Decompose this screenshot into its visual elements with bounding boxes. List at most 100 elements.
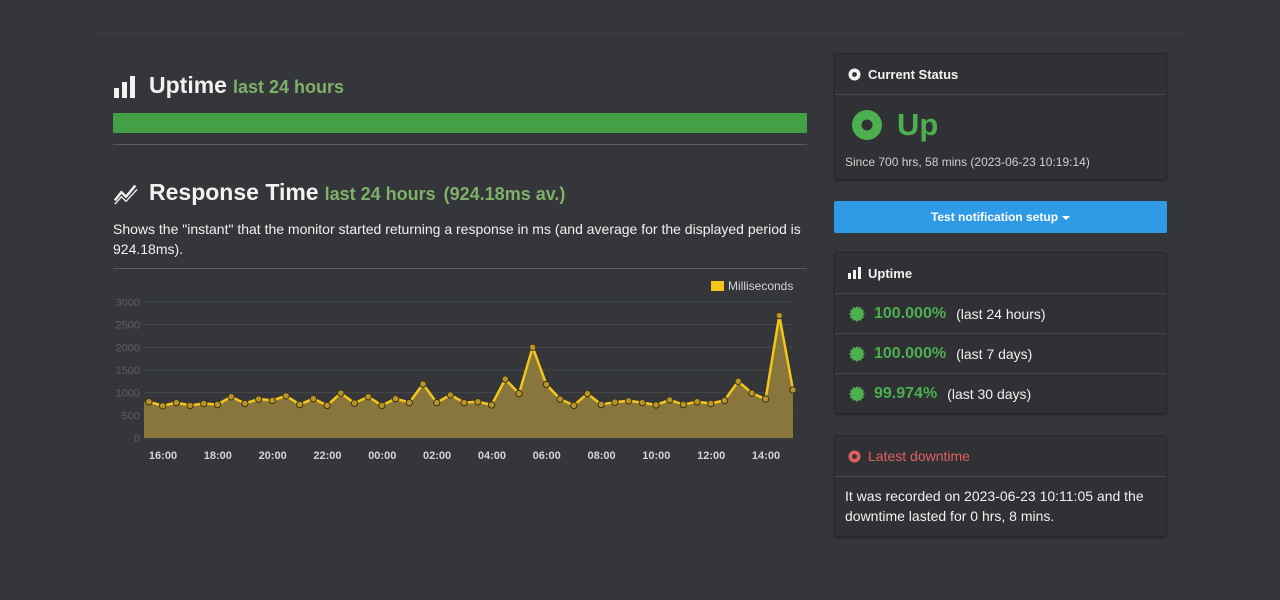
- x-tick-label: 10:00: [642, 450, 670, 462]
- data-point[interactable]: [159, 402, 167, 410]
- data-point[interactable]: [693, 398, 701, 406]
- uptime-bar: [113, 113, 807, 133]
- data-point[interactable]: [364, 393, 372, 401]
- data-point[interactable]: [775, 311, 783, 320]
- x-tick-label: 16:00: [149, 450, 177, 462]
- uptime-panel: Uptime 100.000% (last 24 hours) 100.000%…: [834, 252, 1167, 414]
- divider: [113, 268, 807, 269]
- response-time-subtitle: last 24 hours: [324, 183, 436, 204]
- uptime-pct: 99.974%: [874, 384, 938, 402]
- data-point[interactable]: [734, 377, 742, 386]
- response-time-description: Shows the "instant" that the monitor sta…: [113, 221, 801, 257]
- status-up-icon: [851, 109, 883, 141]
- x-tick-label: 12:00: [697, 450, 725, 462]
- y-tick-label: 2000: [116, 342, 140, 354]
- data-point[interactable]: [583, 389, 592, 398]
- data-point[interactable]: [254, 395, 263, 403]
- test-notification-button[interactable]: Test notification setup: [834, 201, 1167, 233]
- x-tick-label: 20:00: [259, 450, 287, 462]
- data-point[interactable]: [624, 397, 633, 405]
- data-point[interactable]: [268, 396, 277, 405]
- uptime-period: (last 30 days): [947, 385, 1032, 402]
- data-point[interactable]: [446, 391, 455, 399]
- x-tick-label: 08:00: [587, 450, 615, 462]
- data-point[interactable]: [501, 375, 509, 383]
- y-tick-label: 0: [134, 433, 140, 445]
- latest-downtime-heading: Latest downtime: [868, 448, 970, 464]
- badge-check-icon: [849, 385, 865, 402]
- data-point[interactable]: [419, 380, 427, 388]
- response-time-heading: Response Time last 24 hours (924.18ms av…: [113, 177, 807, 207]
- response-time-average: (924.18ms av.): [443, 183, 566, 204]
- data-point[interactable]: [707, 399, 715, 408]
- chart-legend[interactable]: Milliseconds: [711, 279, 793, 293]
- data-point[interactable]: [611, 398, 619, 406]
- caret-down-icon: [1062, 216, 1071, 220]
- data-point[interactable]: [666, 396, 674, 404]
- circle-dot-icon: [847, 67, 861, 81]
- uptime-pct: 100.000%: [874, 344, 947, 362]
- data-point[interactable]: [172, 398, 181, 407]
- y-tick-label: 2500: [116, 320, 140, 332]
- data-point[interactable]: [433, 398, 441, 407]
- response-time-title: Response Time: [149, 178, 319, 205]
- data-point[interactable]: [282, 392, 290, 400]
- data-point[interactable]: [748, 389, 756, 397]
- data-point[interactable]: [227, 393, 235, 401]
- x-tick-label: 02:00: [423, 450, 451, 462]
- data-point[interactable]: [652, 401, 660, 409]
- x-tick-label: 00:00: [368, 450, 396, 462]
- uptime-period: (last 24 hours): [956, 305, 1046, 322]
- uptime-panel-header: Uptime: [835, 253, 1166, 294]
- data-point[interactable]: [487, 401, 496, 409]
- data-point[interactable]: [337, 389, 345, 397]
- chart-area-fill: [144, 315, 793, 438]
- uptime-panel-heading: Uptime: [868, 265, 913, 281]
- data-point[interactable]: [350, 399, 359, 407]
- bar-chart-icon: [113, 72, 139, 98]
- current-status-panel: Current Status Up Since 700 hrs, 58 mins…: [834, 53, 1167, 180]
- legend-swatch: [711, 281, 724, 291]
- data-point[interactable]: [515, 389, 523, 398]
- data-point[interactable]: [323, 401, 331, 410]
- data-point[interactable]: [378, 401, 386, 410]
- bar-chart-icon: [847, 266, 861, 280]
- chart-svg: 0 500 1000 1500 2000 2500 3000 16:00 18:00 20:00…: [116, 279, 797, 462]
- data-point[interactable]: [213, 400, 222, 409]
- data-point[interactable]: [720, 396, 729, 405]
- data-point[interactable]: [638, 398, 646, 407]
- data-point[interactable]: [186, 401, 194, 410]
- uptime-pct: 100.000%: [874, 304, 947, 322]
- legend-label: Milliseconds: [728, 279, 793, 293]
- x-tick-label: 18:00: [204, 450, 232, 462]
- data-point[interactable]: [542, 380, 551, 389]
- uptime-row-7d: 100.000% (last 7 days): [835, 334, 1166, 374]
- data-point[interactable]: [529, 343, 537, 352]
- data-point[interactable]: [309, 394, 318, 403]
- data-point[interactable]: [405, 398, 413, 407]
- response-time-chart: 0 500 1000 1500 2000 2500 3000 16:00 18:00 20:00…: [113, 276, 807, 466]
- x-tick-label: 14:00: [752, 450, 780, 462]
- data-point[interactable]: [391, 394, 400, 403]
- data-point[interactable]: [296, 400, 304, 409]
- data-point[interactable]: [474, 398, 482, 406]
- y-tick-label: 500: [122, 410, 140, 422]
- status-text: Up: [897, 107, 939, 142]
- latest-downtime-text: It was recorded on 2023-06-23 10:11:05 a…: [845, 488, 1144, 524]
- badge-check-icon: [849, 305, 865, 322]
- data-point[interactable]: [679, 400, 688, 409]
- data-point[interactable]: [556, 395, 564, 403]
- badge-check-icon: [849, 345, 865, 362]
- data-point[interactable]: [460, 398, 468, 407]
- uptime-title: Uptime: [149, 71, 227, 98]
- data-point[interactable]: [789, 386, 797, 394]
- data-point[interactable]: [241, 399, 249, 408]
- data-point[interactable]: [761, 395, 770, 403]
- data-point[interactable]: [200, 399, 208, 408]
- data-point[interactable]: [570, 401, 578, 410]
- data-point[interactable]: [145, 398, 153, 406]
- latest-downtime-panel: Latest downtime It was recorded on 2023-…: [834, 435, 1167, 537]
- data-point[interactable]: [597, 400, 605, 409]
- uptime-heading: Uptime last 24 hours: [113, 70, 807, 100]
- uptime-row-24h: 100.000% (last 24 hours): [835, 294, 1166, 334]
